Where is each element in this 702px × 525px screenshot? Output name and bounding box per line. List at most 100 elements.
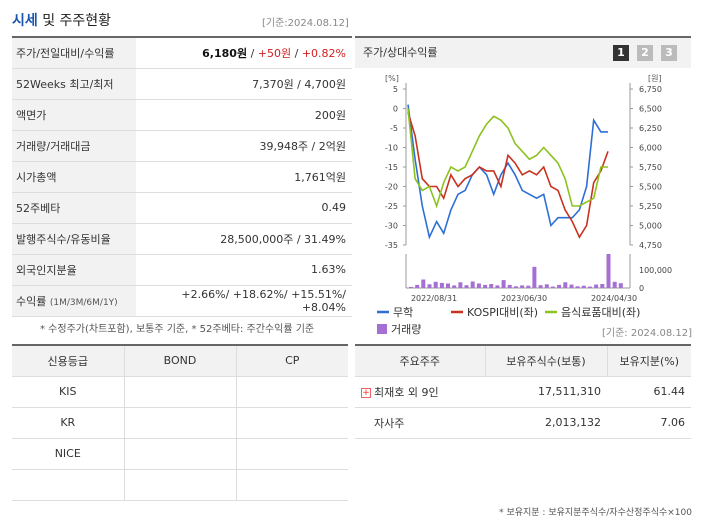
table-row: 발행주식수/유동비율 28,500,000주 / 31.49%: [12, 223, 352, 255]
row-value: 6,180원 / +50원 / +0.82%: [136, 37, 352, 69]
legend-label-2: 음식료품대비(좌): [561, 306, 640, 319]
volume-bar: [439, 282, 444, 288]
volume-bar: [409, 286, 413, 288]
table-row: 거래량/거래대금 39,948주 / 2억원: [12, 130, 352, 162]
volume-bar: [427, 284, 432, 288]
volume-bar: [618, 283, 623, 288]
chart-header: 주가/상대수익률 1 2 3: [355, 38, 691, 68]
x-tick-label: 2022/08/31: [411, 294, 457, 303]
col-header: 보유지분(%): [606, 345, 691, 377]
chart-panel: 주가/상대수익률 1 2 3 [%] [원] 5 0 -5 -10 -15 -20 -25 -30…: [355, 36, 691, 336]
y-tick-label-left: -20: [385, 183, 398, 192]
chart-page-1-button[interactable]: 1: [613, 45, 629, 61]
volume-bar: [600, 284, 605, 288]
cell: [123, 375, 237, 408]
volume-bar: [606, 254, 611, 288]
title-rest: 및 주주현황: [37, 13, 112, 29]
cell: KR: [12, 406, 125, 439]
y-tick-label-right: 5,750: [639, 163, 662, 172]
row-value: 0.49: [136, 192, 352, 224]
major-holders-table: 주요주주 보유주식수(보통) 보유지분(%) + 최재호 외 9인 17,511,…: [355, 344, 691, 439]
y-tick-label-right: 5,000: [639, 222, 662, 231]
table-row: KIS: [12, 375, 348, 408]
label-small: (1M/3M/6M/1Y): [49, 297, 118, 308]
cell: [123, 437, 237, 470]
holder-name: 최재호 외 9인: [374, 385, 439, 399]
separator: /: [247, 46, 258, 60]
legend-label-1: KOSPI대비(좌): [467, 306, 538, 319]
base-date: [기준:2024.08.12]: [262, 18, 349, 29]
pct-cell: 7.06: [607, 407, 691, 439]
volume-bar: [433, 281, 438, 288]
col-header: CP: [235, 344, 348, 377]
holder-name-cell: + 최재호 외 9인: [355, 376, 485, 408]
table-row: 시가총액 1,761억원: [12, 161, 352, 193]
cell: [123, 406, 237, 439]
row-value: 28,500,000주 / 31.49%: [136, 223, 352, 255]
row-label: 시가총액: [12, 161, 136, 193]
volume-bar: [464, 285, 469, 288]
stock-info-table: 주가/전일대비/수익률 6,180원 / +50원 / +0.82% 52Wee…: [12, 36, 352, 317]
table-row: 액면가 200원: [12, 99, 352, 131]
table-header-row: 신용등급 BOND CP: [12, 344, 348, 377]
volume-bar: [489, 284, 494, 288]
table-header-row: 주요주주 보유주식수(보통) 보유지분(%): [355, 345, 691, 377]
cell: [235, 437, 348, 470]
y-tick-label-right: 6,500: [639, 105, 662, 114]
price: 6,180원: [202, 46, 248, 60]
volume-bar: [532, 266, 537, 289]
chart-page-3-button[interactable]: 3: [661, 45, 677, 61]
label-main: 수익률: [16, 294, 47, 308]
row-value: 1.63%: [136, 254, 352, 286]
left-axis-unit: [%]: [385, 74, 399, 83]
table-row: 자사주 2,013,132 7.06: [355, 407, 691, 439]
y-tick-label-right: 6,750: [639, 85, 662, 94]
right-axis-unit: [원]: [648, 74, 662, 83]
y-tick-label-right: 5,250: [639, 202, 662, 211]
row-label: 액면가: [12, 99, 136, 131]
cell: [12, 468, 125, 501]
y-tick-label-left: -30: [385, 222, 398, 231]
footnote-2: * 보유지분 : 보유지분주식수/자수산정주식수×100: [499, 508, 692, 518]
cell: NICE: [12, 437, 125, 470]
legend-swatch-volume: [377, 324, 387, 334]
holder-name: 자사주: [355, 407, 485, 439]
expand-plus-icon[interactable]: +: [361, 387, 371, 398]
row-label: 주가/전일대비/수익률: [12, 37, 136, 69]
volume-bar: [520, 285, 525, 288]
footnote: * 수정주가(차트포함), 보통주 기준, * 52주베타: 주간수익률 기준: [40, 324, 315, 335]
table-row: NICE: [12, 437, 348, 470]
volume-bar: [513, 286, 518, 288]
col-header: BOND: [123, 344, 237, 377]
y-tick-label-left: 5: [393, 85, 398, 94]
volume-bar: [575, 286, 580, 288]
cell: KIS: [12, 375, 125, 408]
volume-bar: [507, 284, 512, 288]
volume-bar: [594, 284, 599, 288]
chart-page-2-button[interactable]: 2: [637, 45, 653, 61]
volume-bar: [588, 286, 592, 288]
y-tick-label-left: -15: [385, 163, 398, 172]
y-tick-label-right: 5,500: [639, 183, 662, 192]
credit-rating-table: 신용등급 BOND CP KIS KR NICE: [12, 344, 348, 501]
col-header: 주요주주: [355, 345, 485, 377]
volume-bar: [581, 285, 586, 288]
price-chart: [%] [원] 5 0 -5 -10 -15 -20 -25 -30 -35 6,750 6,500 6,…: [377, 74, 672, 336]
x-tick-label: 2024/04/30: [591, 294, 637, 303]
volume-bar: [452, 285, 457, 288]
volume-bar: [458, 282, 463, 288]
shares-cell: 17,511,310: [485, 376, 607, 408]
row-value: 7,370원 / 4,700원: [136, 68, 352, 100]
col-header: 보유주식수(보통): [484, 345, 607, 377]
volume-bar: [526, 285, 531, 288]
table-row: 외국인지분율 1.63%: [12, 254, 352, 286]
row-value: 200원: [136, 99, 352, 131]
table-row: 52주베타 0.49: [12, 192, 352, 224]
row-value: 1,761억원: [136, 161, 352, 193]
volume-bar: [476, 283, 481, 288]
row-label: 52Weeks 최고/최저: [12, 68, 136, 100]
row-label: 52주베타: [12, 192, 136, 224]
volume-bar: [557, 284, 562, 288]
row-value: +2.66%/ +18.62%/ +15.51%/ +8.04%: [136, 285, 352, 317]
y-tick-label-left: -10: [385, 144, 398, 153]
